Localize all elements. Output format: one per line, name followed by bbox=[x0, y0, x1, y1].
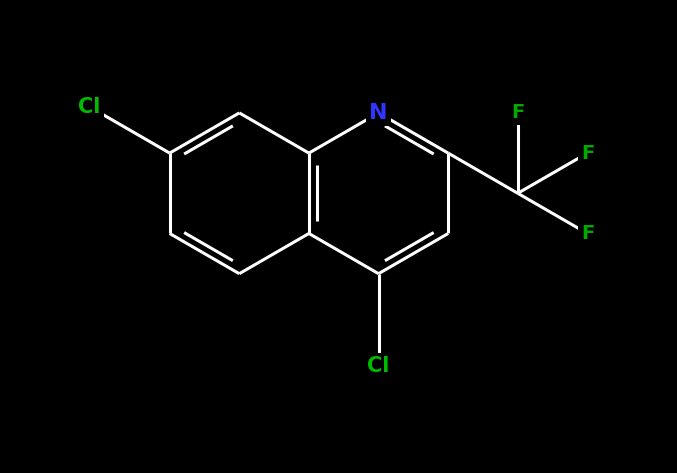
Text: F: F bbox=[581, 144, 594, 163]
Text: F: F bbox=[581, 224, 594, 243]
Text: Cl: Cl bbox=[368, 356, 390, 376]
Text: N: N bbox=[369, 103, 388, 123]
Text: F: F bbox=[511, 104, 525, 123]
Text: Cl: Cl bbox=[79, 97, 101, 117]
